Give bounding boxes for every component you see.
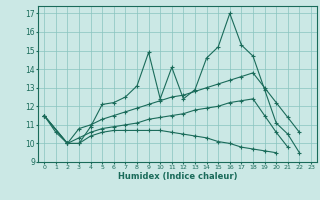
X-axis label: Humidex (Indice chaleur): Humidex (Indice chaleur): [118, 172, 237, 181]
